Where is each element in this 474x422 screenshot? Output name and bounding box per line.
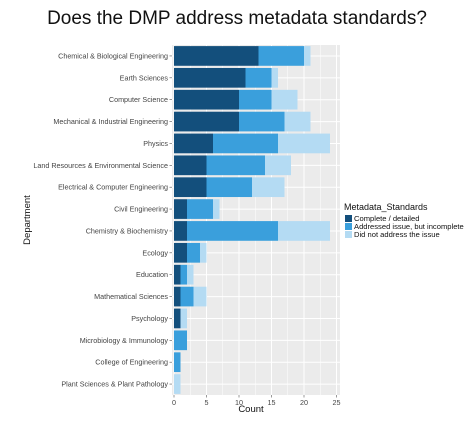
legend-title: Metadata_Standards (344, 202, 428, 212)
x-tick-label: 25 (333, 398, 341, 407)
bar-segment (206, 155, 265, 176)
y-tick-label: Microbiology & Immunology (80, 336, 169, 345)
y-tick-label: Electrical & Computer Engineering (58, 183, 168, 192)
x-tick-label: 20 (300, 398, 308, 407)
y-tick-label: Earth Sciences (120, 73, 169, 82)
y-tick-label: Civil Engineering (114, 205, 168, 214)
legend-swatch (345, 215, 352, 222)
bar-segment (187, 264, 194, 285)
bar-segment (187, 221, 278, 241)
y-tick-label: Mechanical & Industrial Engineering (53, 117, 168, 126)
bar-segment (174, 111, 239, 132)
bar-segment (174, 221, 187, 241)
legend-label: Complete / detailed (354, 214, 419, 223)
bar-segment (304, 46, 311, 66)
bar-segment (258, 46, 304, 66)
y-tick-label: Physics (143, 139, 168, 148)
bar-segment (278, 221, 330, 241)
bar-segment (180, 264, 187, 285)
y-tick-label: Land Resources & Environmental Science (33, 161, 168, 170)
bar-segment (180, 286, 194, 307)
bar-segment (174, 308, 181, 329)
bar-segment (200, 242, 207, 263)
legend-swatch (345, 231, 352, 238)
x-tick-label: 10 (235, 398, 243, 407)
y-tick-label: Chemistry & Biochemistry (86, 226, 169, 235)
x-tick-label: 5 (205, 398, 209, 407)
x-axis-ticks: 0 5 10 15 20 25 (172, 395, 341, 407)
bar-segment (252, 177, 285, 198)
x-tick-label: 0 (172, 398, 176, 407)
bar-segment (239, 111, 285, 132)
legend-label: Addressed issue, but incomplete (354, 222, 464, 231)
bar-segment (278, 133, 330, 154)
chart-title: Does the DMP address metadata standards? (47, 8, 427, 29)
y-axis-ticks: Chemical & Biological Engineering Earth S… (33, 51, 172, 389)
x-axis-title: Count (238, 404, 264, 415)
bar-segment (174, 286, 181, 307)
bar-segment (193, 286, 207, 307)
bar-segment (174, 177, 207, 198)
y-axis-title: Department (22, 195, 33, 245)
bar-segment (187, 199, 213, 219)
y-tick-label: Chemical & Biological Engineering (58, 51, 168, 60)
y-tick-label: Psychology (131, 314, 168, 323)
bar-segment (187, 242, 200, 263)
bar-segment (180, 308, 187, 329)
bar-segment (245, 67, 272, 88)
bar-segment (174, 155, 207, 176)
y-tick-label: Mathematical Sciences (94, 292, 168, 301)
bar-segment (271, 67, 278, 88)
bar-segment (174, 242, 187, 263)
bar-segment (174, 374, 181, 394)
x-tick-label: 15 (268, 398, 276, 407)
bar-segment (213, 133, 278, 154)
bar-segment (174, 46, 259, 66)
bar-segment (174, 89, 239, 110)
legend-swatch (345, 223, 352, 230)
y-tick-label: Education (136, 270, 168, 279)
bar-segment (284, 111, 311, 132)
y-tick-label: Plant Sciences & Plant Pathology (61, 380, 168, 389)
bar-segment (174, 199, 187, 219)
bar-segment (239, 89, 272, 110)
bar-segment (174, 133, 213, 154)
bar-segment (213, 199, 220, 219)
legend: Metadata_Standards Complete / detailedAd… (344, 202, 464, 239)
bar-segment (174, 67, 246, 88)
bar-segment (174, 330, 187, 351)
legend-label: Did not address the issue (354, 230, 440, 239)
y-tick-label: Ecology (142, 248, 168, 257)
bar-segment (174, 264, 181, 285)
bar-segment (265, 155, 291, 176)
y-tick-label: College of Engineering (95, 358, 168, 367)
bar-segment (271, 89, 298, 110)
y-tick-label: Computer Science (109, 95, 168, 104)
bar-segment (174, 352, 181, 373)
bars (174, 46, 330, 394)
bar-segment (206, 177, 252, 198)
